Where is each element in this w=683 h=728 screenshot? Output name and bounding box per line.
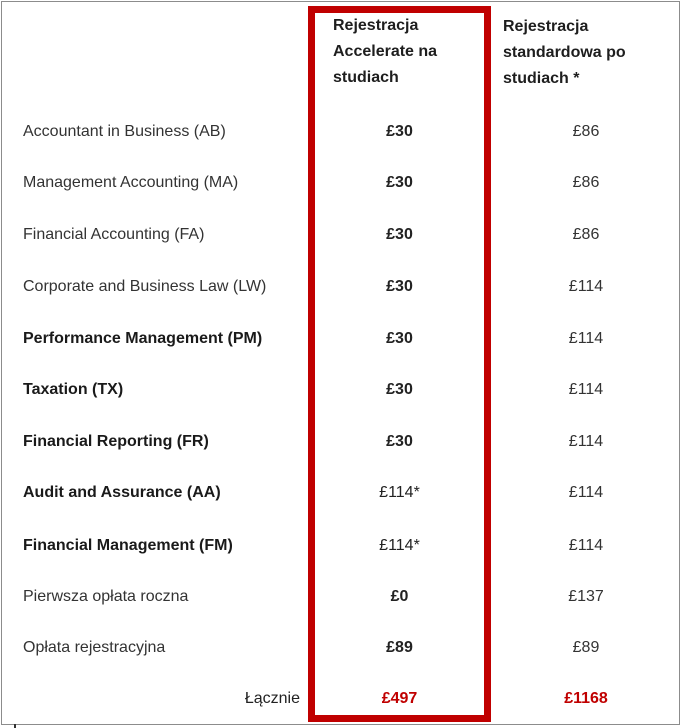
accelerate-fee: £30 xyxy=(386,226,413,243)
standard-fee: £114 xyxy=(568,278,604,295)
total-standard: £1168 xyxy=(564,690,608,707)
standard-fee: £114 xyxy=(568,433,604,450)
header-line: Rejestracja xyxy=(503,18,589,35)
row-label: Financial Accounting (FA) xyxy=(23,226,205,243)
standard-fee: £114 xyxy=(568,484,604,501)
accelerate-fee: £114* xyxy=(379,537,420,554)
row-label: Taxation (TX) xyxy=(23,381,124,398)
accelerate-fee: £30 xyxy=(386,433,413,450)
accelerate-fee: £30 xyxy=(386,123,413,140)
standard-fee: £114 xyxy=(568,537,604,554)
standard-fee: £86 xyxy=(572,123,600,140)
accelerate-fee: £30 xyxy=(386,174,413,191)
row-label: Accountant in Business (AB) xyxy=(23,123,226,140)
standard-fee: £89 xyxy=(572,639,600,656)
header-line: standardowa po xyxy=(503,44,626,61)
standard-fee: £86 xyxy=(572,174,600,191)
row-label: Management Accounting (MA) xyxy=(23,174,239,191)
header-line: studiach * xyxy=(503,70,580,87)
standard-fee: £114 xyxy=(568,381,604,398)
accelerate-column-header: Rejestracja Accelerate na studiach xyxy=(333,13,437,91)
standard-fee: £86 xyxy=(572,226,600,243)
row-label: Opłata rejestracyjna xyxy=(23,639,166,656)
accelerate-fee: £0 xyxy=(390,588,409,605)
accelerate-fee: £89 xyxy=(386,639,413,656)
row-label: Performance Management (PM) xyxy=(23,330,263,347)
header-line: Rejestracja xyxy=(333,17,419,34)
total-label: Łącznie xyxy=(244,690,300,707)
accelerate-fee: £30 xyxy=(386,381,413,398)
header-line: Accelerate na xyxy=(333,43,438,60)
row-label: Pierwsza opłata roczna xyxy=(23,588,189,605)
accelerate-column-highlight xyxy=(308,6,491,722)
standard-fee: £114 xyxy=(568,330,604,347)
row-label: Audit and Assurance (AA) xyxy=(23,484,221,501)
accelerate-fee: £30 xyxy=(386,330,413,347)
standard-column-header: Rejestracja standardowa po studiach * xyxy=(503,14,626,92)
header-line: studiach xyxy=(333,69,399,86)
row-label: Financial Management (FM) xyxy=(23,537,233,554)
row-label: Corporate and Business Law (LW) xyxy=(23,278,267,295)
accelerate-fee: £30 xyxy=(386,278,413,295)
divider xyxy=(14,724,16,728)
row-label: Financial Reporting (FR) xyxy=(23,433,209,450)
accelerate-fee: £114* xyxy=(379,484,420,501)
standard-fee: £137 xyxy=(568,588,604,605)
total-accelerate: £497 xyxy=(381,690,418,707)
